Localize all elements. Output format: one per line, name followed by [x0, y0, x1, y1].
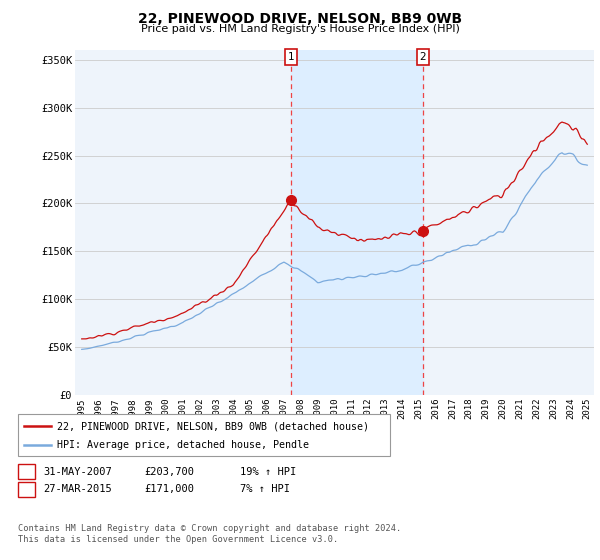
Text: Contains HM Land Registry data © Crown copyright and database right 2024.: Contains HM Land Registry data © Crown c…	[18, 524, 401, 533]
Text: 7% ↑ HPI: 7% ↑ HPI	[240, 484, 290, 494]
Text: 22, PINEWOOD DRIVE, NELSON, BB9 0WB: 22, PINEWOOD DRIVE, NELSON, BB9 0WB	[138, 12, 462, 26]
Text: 2: 2	[419, 52, 426, 62]
Text: 2: 2	[23, 484, 29, 494]
Bar	[291, 50, 423, 395]
Text: HPI: Average price, detached house, Pendle: HPI: Average price, detached house, Pend…	[57, 440, 309, 450]
Text: Price paid vs. HM Land Registry's House Price Index (HPI): Price paid vs. HM Land Registry's House …	[140, 24, 460, 34]
Text: 1: 1	[23, 466, 29, 477]
Text: 1: 1	[288, 52, 295, 62]
Text: 22, PINEWOOD DRIVE, NELSON, BB9 0WB (detached house): 22, PINEWOOD DRIVE, NELSON, BB9 0WB (det…	[57, 421, 369, 431]
Text: 31-MAY-2007: 31-MAY-2007	[43, 466, 112, 477]
Text: This data is licensed under the Open Government Licence v3.0.: This data is licensed under the Open Gov…	[18, 535, 338, 544]
Text: 27-MAR-2015: 27-MAR-2015	[43, 484, 112, 494]
Text: £203,700: £203,700	[144, 466, 194, 477]
Text: £171,000: £171,000	[144, 484, 194, 494]
Text: 19% ↑ HPI: 19% ↑ HPI	[240, 466, 296, 477]
